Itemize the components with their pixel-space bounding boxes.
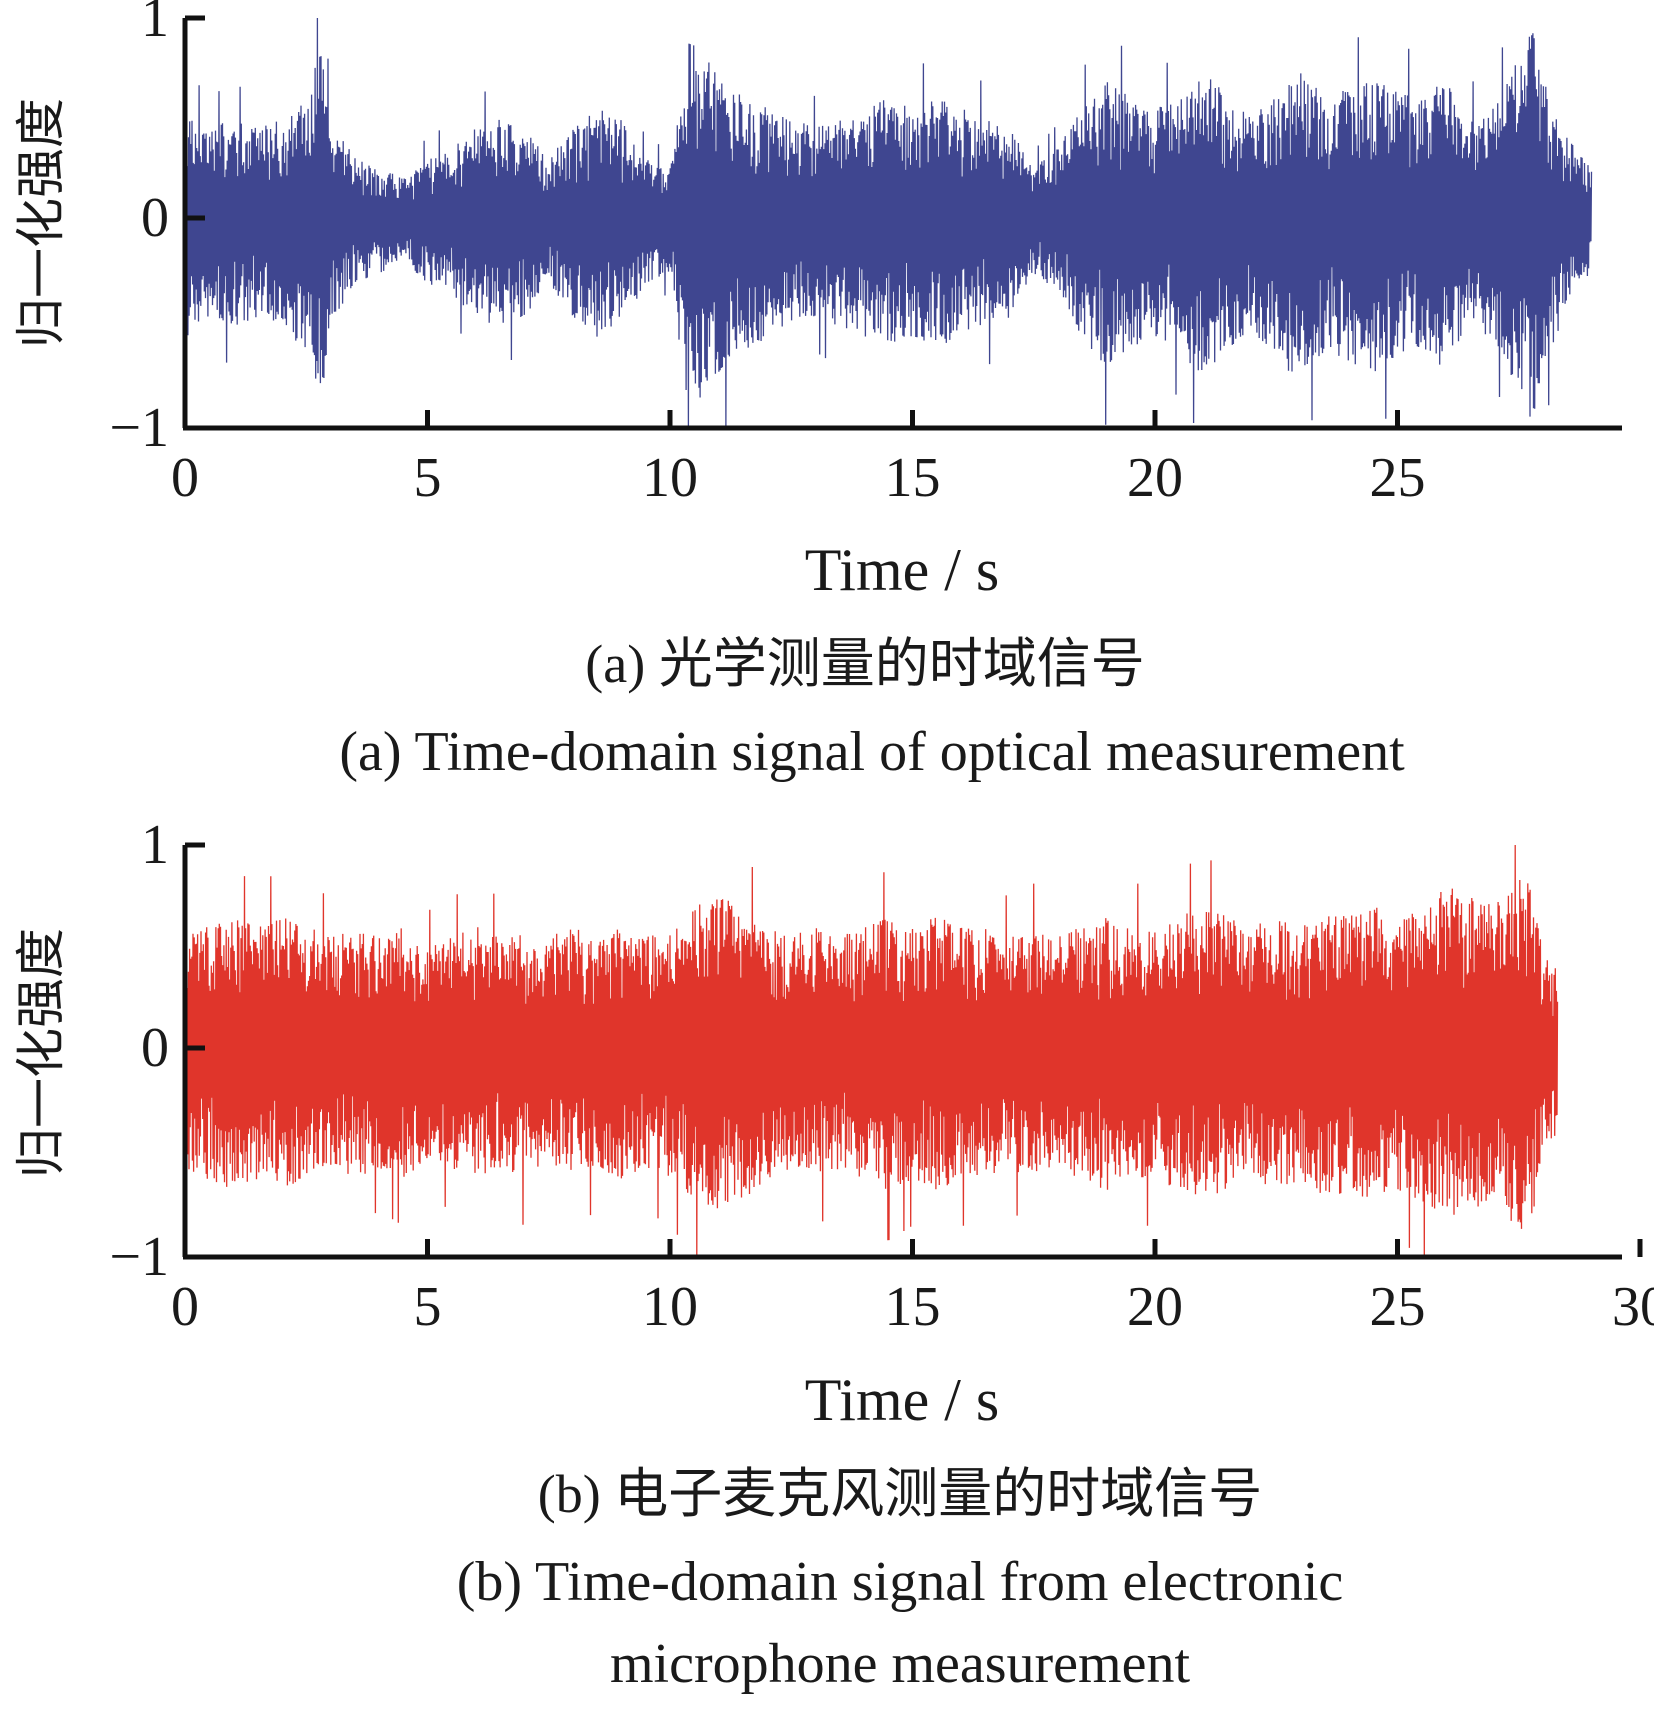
panel-a-x-tick-label: 25 (1370, 447, 1426, 509)
panel-a-x-tick-label: 5 (414, 447, 442, 509)
panel-b-x-tick-label: 30 (1612, 1276, 1654, 1338)
panel-b-caption-en-line1: (b) Time-domain signal from electronic (457, 1551, 1343, 1613)
panel-b-x-tick-label: 15 (885, 1276, 941, 1338)
panel-a-y-tick-label: 0 (141, 187, 169, 249)
panel-b-x-tick-label: 25 (1370, 1276, 1426, 1338)
panel-b-y-label: 归一化强度 (13, 928, 69, 1178)
panel-b-x-tick-label: 10 (642, 1276, 698, 1338)
panel-a-waveform (184, 17, 1593, 429)
panel-b-caption-en-line2: microphone measurement (610, 1633, 1190, 1695)
panel-a-y-label: 归一化强度 (13, 98, 69, 348)
panel-b-chart: 0 5 10 15 20 25 30 −101 Time / s 归一化强度 (b) 电子麦… (13, 814, 1654, 1695)
panel-b-x-ticks: 0 5 10 15 20 25 30 (171, 1239, 1654, 1338)
panel-a-caption-en: (a) Time-domain signal of optical measur… (339, 721, 1405, 783)
panel-b-y-tick-label: −1 (109, 1226, 169, 1288)
panel-a-x-tick-label: 10 (642, 447, 698, 509)
panel-a-chart: 0 5 10 15 20 25 −101 Time / s 归一化强度 (a) 光学测量的… (13, 0, 1622, 783)
panel-b-y-tick-label: 0 (141, 1017, 169, 1079)
panel-a-x-tick-label: 0 (171, 447, 199, 509)
panel-a-caption-cn: (a) 光学测量的时域信号 (585, 634, 1144, 694)
panel-a-y-ticks: −1 0 1 (109, 0, 205, 459)
panel-b-caption-cn: (b) 电子麦克风测量的时域信号 (538, 1464, 1262, 1524)
panel-b-x-label: Time / s (805, 1367, 1000, 1433)
panel-b-waveform (184, 844, 1559, 1258)
panel-a-y-tick-label: 1 (141, 0, 169, 49)
panel-a-y-tick-label: −1 (109, 397, 169, 459)
panel-b-x-tick-label: 20 (1127, 1276, 1183, 1338)
panel-a-x-label: Time / s (805, 537, 1000, 603)
panel-a-x-tick-label: 15 (885, 447, 941, 509)
panel-a-x-tick-label: 20 (1127, 447, 1183, 509)
panel-b-y-ticks: −1 0 1 (109, 814, 205, 1288)
panel-b-y-tick-label: 1 (141, 814, 169, 876)
panel-b-x-tick-label: 0 (171, 1276, 199, 1338)
panel-a-x-ticks: 0 5 10 15 20 25 (171, 410, 1426, 509)
panel-b-x-tick-label: 5 (414, 1276, 442, 1338)
